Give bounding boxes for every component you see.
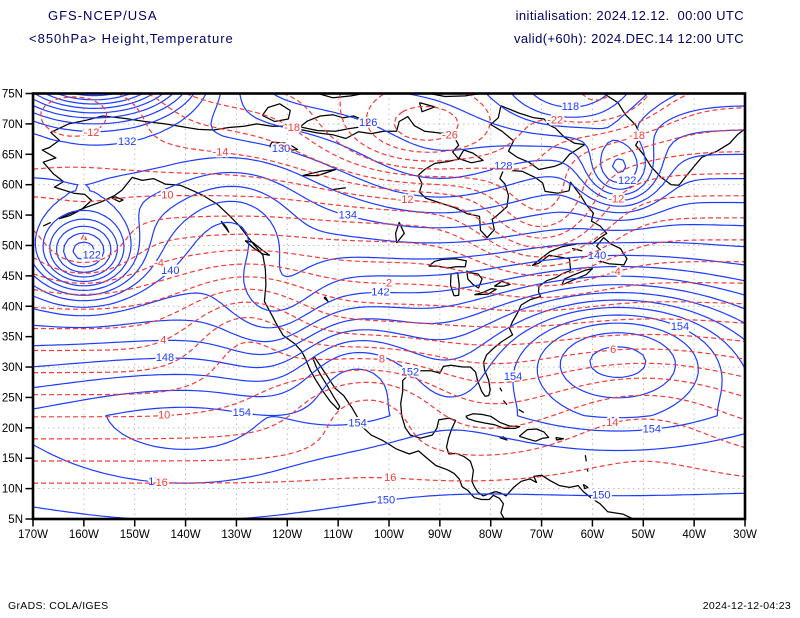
svg-text:50N: 50N bbox=[2, 240, 23, 252]
map-frame bbox=[25, 92, 747, 527]
model-title: GFS-NCEP/USA bbox=[48, 8, 158, 23]
svg-text:90W: 90W bbox=[428, 529, 452, 541]
svg-text:154: 154 bbox=[348, 418, 366, 430]
svg-text:100W: 100W bbox=[374, 529, 404, 541]
grads-credit: GrADS: COLA/IGES bbox=[8, 600, 109, 612]
svg-text:-22: -22 bbox=[547, 114, 563, 126]
svg-text:-2: -2 bbox=[382, 278, 392, 290]
svg-text:10N: 10N bbox=[2, 484, 23, 496]
svg-text:70W: 70W bbox=[530, 529, 554, 541]
axis-labels: 75N70N65N60N55N50N45N40N35N30N25N20N15N1… bbox=[2, 89, 757, 542]
height-contours bbox=[33, 93, 745, 519]
svg-text:140W: 140W bbox=[171, 529, 201, 541]
svg-text:150: 150 bbox=[377, 494, 395, 506]
svg-text:60W: 60W bbox=[581, 529, 605, 541]
svg-text:40W: 40W bbox=[682, 529, 706, 541]
svg-text:30N: 30N bbox=[2, 362, 23, 374]
svg-text:128: 128 bbox=[494, 161, 512, 173]
svg-text:35N: 35N bbox=[2, 332, 23, 344]
svg-text:152: 152 bbox=[401, 367, 419, 379]
svg-text:120W: 120W bbox=[272, 529, 302, 541]
svg-text:16: 16 bbox=[384, 472, 396, 484]
svg-text:-26: -26 bbox=[442, 129, 458, 141]
svg-text:14: 14 bbox=[606, 417, 618, 429]
svg-text:142: 142 bbox=[371, 287, 389, 299]
svg-text:126: 126 bbox=[359, 117, 377, 129]
svg-text:150: 150 bbox=[592, 490, 610, 502]
svg-text:152: 152 bbox=[148, 476, 166, 488]
svg-text:140: 140 bbox=[161, 265, 179, 277]
svg-text:16: 16 bbox=[156, 477, 168, 489]
svg-text:134: 134 bbox=[339, 210, 357, 222]
svg-text:80W: 80W bbox=[479, 529, 503, 541]
svg-text:170W: 170W bbox=[18, 529, 48, 541]
svg-text:-18: -18 bbox=[629, 130, 645, 142]
svg-text:122: 122 bbox=[618, 175, 636, 187]
svg-text:110W: 110W bbox=[324, 529, 353, 541]
creation-timestamp: 2024-12-12-04:23 bbox=[702, 600, 791, 612]
svg-text:65N: 65N bbox=[2, 149, 23, 161]
svg-text:6: 6 bbox=[610, 344, 616, 356]
svg-text:130: 130 bbox=[272, 143, 290, 155]
svg-text:148: 148 bbox=[156, 352, 174, 364]
svg-text:160W: 160W bbox=[69, 529, 99, 541]
valid-time: valid(+60h): 2024.DEC.14 12:00 UTC bbox=[513, 31, 744, 46]
svg-text:5N: 5N bbox=[8, 514, 23, 526]
coastlines bbox=[41, 93, 745, 519]
svg-text:118: 118 bbox=[562, 101, 580, 113]
field-title: <850hPa> Height,Temperature bbox=[29, 31, 234, 46]
svg-text:15N: 15N bbox=[2, 453, 23, 465]
svg-text:154: 154 bbox=[643, 423, 661, 435]
svg-text:30W: 30W bbox=[733, 529, 757, 541]
svg-text:20N: 20N bbox=[2, 423, 23, 435]
svg-text:70N: 70N bbox=[2, 119, 23, 131]
temperature-contour-labels: -26 -22 -18 -18 -14 -12 -12 -12 -10 -4 -4 -2 4 6 8 10 14… bbox=[81, 112, 647, 491]
svg-text:4: 4 bbox=[160, 335, 166, 347]
svg-text:-4: -4 bbox=[154, 258, 164, 270]
svg-text:130W: 130W bbox=[221, 529, 251, 541]
svg-text:50W: 50W bbox=[631, 529, 655, 541]
svg-text:122: 122 bbox=[83, 250, 101, 262]
svg-text:55N: 55N bbox=[2, 210, 23, 222]
svg-text:-18: -18 bbox=[284, 122, 300, 134]
svg-text:45N: 45N bbox=[2, 271, 23, 283]
svg-text:-12: -12 bbox=[83, 127, 99, 139]
svg-text:40N: 40N bbox=[2, 301, 23, 313]
svg-text:-14: -14 bbox=[213, 146, 229, 158]
svg-text:154: 154 bbox=[671, 321, 689, 333]
svg-text:140: 140 bbox=[588, 250, 606, 262]
svg-text:150W: 150W bbox=[120, 529, 150, 541]
svg-text:75N: 75N bbox=[2, 89, 23, 101]
svg-text:154: 154 bbox=[233, 407, 251, 419]
svg-text:25N: 25N bbox=[2, 392, 23, 404]
svg-text:132: 132 bbox=[118, 136, 136, 148]
svg-text:-4: -4 bbox=[611, 266, 621, 278]
temperature-contours bbox=[33, 93, 745, 484]
svg-text:60N: 60N bbox=[2, 180, 23, 192]
init-time: initialisation: 2024.12.12. 00:00 UTC bbox=[515, 8, 744, 23]
svg-text:-10: -10 bbox=[158, 190, 174, 202]
svg-text:-12: -12 bbox=[398, 194, 414, 206]
svg-text:8: 8 bbox=[379, 354, 385, 366]
svg-text:-12: -12 bbox=[608, 193, 624, 205]
svg-text:10: 10 bbox=[158, 410, 170, 422]
